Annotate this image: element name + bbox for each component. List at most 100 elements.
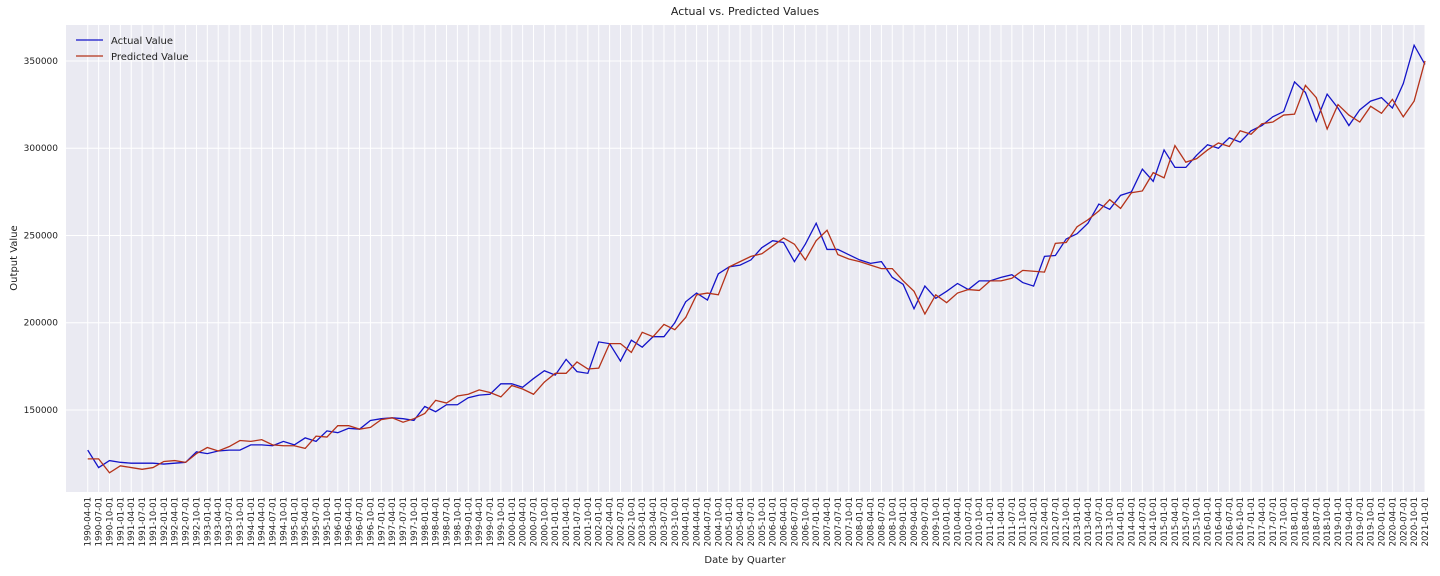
x-tick-label: 2004-07-01 (703, 497, 713, 546)
x-tick-label: 2000-04-01 (519, 497, 529, 546)
x-tick-label: 1995-10-01 (323, 497, 333, 546)
x-tick-label: 2018-07-01 (1312, 497, 1322, 546)
x-tick-label: 2016-01-01 (1204, 497, 1214, 546)
x-tick-label: 1993-07-01 (225, 497, 235, 546)
x-tick-label: 2002-07-01 (616, 497, 626, 546)
x-tick-label: 2003-01-01 (638, 497, 648, 546)
x-tick-label: 2016-04-01 (1214, 497, 1224, 546)
x-tick-label: 1996-10-01 (366, 497, 376, 546)
y-tick-label: 350000 (24, 57, 59, 67)
x-tick-label: 1993-04-01 (214, 497, 224, 546)
x-tick-label: 2018-01-01 (1291, 497, 1301, 546)
x-tick-label: 2006-01-01 (769, 497, 779, 546)
x-tick-label: 1999-10-01 (497, 497, 507, 546)
x-tick-label: 1995-04-01 (301, 497, 311, 546)
x-tick-label: 2000-01-01 (508, 497, 518, 546)
series-line (87, 60, 1426, 474)
y-axis-label: Output Value (9, 225, 20, 290)
x-tick-label: 2001-01-01 (551, 497, 561, 546)
x-tick-label: 1999-04-01 (475, 497, 485, 546)
x-tick-label: 2007-10-01 (845, 497, 855, 546)
x-tick-label: 2019-10-01 (1367, 497, 1377, 546)
x-tick-label: 2012-04-01 (1040, 497, 1050, 546)
x-tick-label: 2013-07-01 (1095, 497, 1105, 546)
x-tick-label: 2003-07-01 (660, 497, 670, 546)
x-tick-label: 2008-07-01 (877, 497, 887, 546)
x-tick-label: 2005-01-01 (725, 497, 735, 546)
x-tick-label: 1995-01-01 (290, 497, 300, 546)
x-tick-label: 1994-10-01 (279, 497, 289, 546)
x-tick-label: 1991-07-01 (138, 497, 148, 546)
x-tick-label: 2015-10-01 (1193, 497, 1203, 546)
series-line (87, 43, 1426, 469)
x-tick-label: 2014-10-01 (1149, 497, 1159, 546)
x-tick-label: 2009-10-01 (932, 497, 942, 546)
x-tick-label: 2006-04-01 (780, 497, 790, 546)
x-tick-label: 2002-04-01 (606, 497, 616, 546)
x-tick-label: 2015-07-01 (1182, 497, 1192, 546)
x-tick-label: 1991-04-01 (127, 497, 137, 546)
x-tick-label: 1991-10-01 (149, 497, 159, 546)
x-tick-label: 2008-04-01 (867, 497, 877, 546)
x-tick-label: 2018-10-01 (1323, 497, 1333, 546)
x-tick-label: 1992-07-01 (182, 497, 192, 546)
x-tick-label: 2003-10-01 (671, 497, 681, 546)
x-tick-label: 1996-04-01 (345, 497, 355, 546)
x-tick-label: 2017-07-01 (1269, 497, 1279, 546)
x-tick-label: 2009-04-01 (910, 497, 920, 546)
x-tick-label: 2010-10-01 (975, 497, 985, 546)
x-tick-label: 1998-07-01 (443, 497, 453, 546)
x-tick-label: 2001-04-01 (562, 497, 572, 546)
x-tick-label: 2004-01-01 (682, 497, 692, 546)
x-tick-label: 2002-10-01 (627, 497, 637, 546)
x-tick-label: 2003-04-01 (649, 497, 659, 546)
x-tick-label: 2020-04-01 (1388, 497, 1398, 546)
x-tick-label: 2015-01-01 (1160, 497, 1170, 546)
x-tick-label: 2010-01-01 (943, 497, 953, 546)
x-tick-label: 2013-04-01 (1084, 497, 1094, 546)
x-tick-label: 2019-01-01 (1334, 497, 1344, 546)
x-tick-label: 2005-10-01 (758, 497, 768, 546)
legend-label: Predicted Value (111, 52, 189, 63)
x-tick-label: 2004-04-01 (693, 497, 703, 546)
x-tick-label: 2010-07-01 (964, 497, 974, 546)
x-tick-label: 2018-04-01 (1301, 497, 1311, 546)
x-tick-label: 1994-07-01 (269, 497, 279, 546)
x-tick-label: 2007-01-01 (812, 497, 822, 546)
x-tick-label: 2014-07-01 (1138, 497, 1148, 546)
x-tick-label: 2014-04-01 (1127, 497, 1137, 546)
x-tick-label: 2006-10-01 (801, 497, 811, 546)
x-tick-label: 1991-01-01 (116, 497, 126, 546)
x-tick-label: 1993-10-01 (236, 497, 246, 546)
x-tick-label: 1990-07-01 (95, 497, 105, 546)
x-tick-label: 2019-04-01 (1345, 497, 1355, 546)
x-tick-label: 2011-10-01 (1019, 497, 1029, 546)
x-tick-label: 2007-07-01 (834, 497, 844, 546)
y-tick-label: 150000 (24, 406, 59, 416)
x-tick-label: 1990-10-01 (105, 497, 115, 546)
x-tick-label: 1997-07-01 (399, 497, 409, 546)
x-tick-label: 2011-04-01 (997, 497, 1007, 546)
x-tick-label: 2005-07-01 (747, 497, 757, 546)
x-tick-label: 2019-07-01 (1356, 497, 1366, 546)
x-tick-label: 2017-10-01 (1280, 497, 1290, 546)
x-tick-label: 1996-01-01 (334, 497, 344, 546)
x-tick-label: 2016-07-01 (1225, 497, 1235, 546)
x-tick-label: 2013-01-01 (1073, 497, 1083, 546)
x-tick-label: 2000-07-01 (529, 497, 539, 546)
x-tick-label: 1995-07-01 (312, 497, 322, 546)
x-tick-label: 1998-04-01 (432, 497, 442, 546)
chart-title: Actual vs. Predicted Values (671, 5, 820, 18)
x-tick-label: 2009-07-01 (921, 497, 931, 546)
x-tick-label: 2004-10-01 (714, 497, 724, 546)
x-tick-label: 2005-04-01 (736, 497, 746, 546)
x-tick-label: 2020-10-01 (1410, 497, 1420, 546)
x-tick-label: 2008-01-01 (856, 497, 866, 546)
x-tick-label: 2007-04-01 (823, 497, 833, 546)
y-tick-label: 200000 (24, 319, 59, 329)
x-tick-label: 1997-04-01 (388, 497, 398, 546)
x-tick-label: 2008-10-01 (888, 497, 898, 546)
x-tick-label: 2006-07-01 (790, 497, 800, 546)
y-tick-label: 250000 (24, 231, 59, 241)
